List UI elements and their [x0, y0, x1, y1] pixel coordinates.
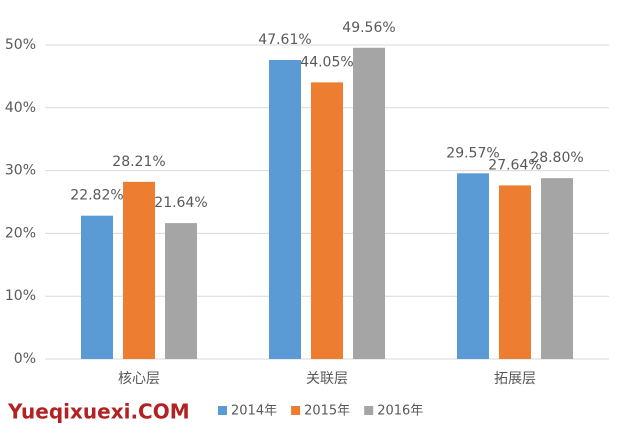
legend-label: 2015年 — [304, 404, 350, 419]
data-label: 21.64% — [154, 195, 207, 211]
bar — [81, 215, 113, 359]
y-tick-label: 40% — [5, 100, 36, 116]
data-label: 28.80% — [530, 150, 583, 166]
legend-swatch — [291, 406, 301, 415]
x-tick-label: 核心层 — [118, 371, 160, 387]
y-tick-label: 0% — [14, 351, 36, 367]
data-label: 28.21% — [112, 154, 165, 170]
data-label: 22.82% — [70, 188, 123, 204]
data-label: 47.61% — [258, 32, 311, 48]
data-label: 27.64% — [488, 157, 541, 173]
bar — [499, 185, 531, 359]
data-label: 29.57% — [446, 145, 499, 161]
data-label: 49.56% — [342, 20, 395, 36]
y-tick-label: 50% — [5, 37, 36, 53]
bar — [541, 178, 573, 359]
legend-swatch — [218, 406, 227, 415]
bar — [457, 173, 489, 359]
y-tick-label: 10% — [5, 288, 36, 304]
legend-label: 2016年 — [377, 404, 423, 419]
legend-swatch — [364, 406, 374, 415]
x-tick-label: 关联层 — [306, 371, 348, 387]
watermark: Yueqixuexi.COM — [7, 400, 190, 424]
bar — [165, 223, 197, 359]
data-label: 44.05% — [300, 54, 353, 70]
y-tick-label: 20% — [5, 225, 36, 241]
y-tick-label: 30% — [5, 163, 36, 179]
bar — [353, 47, 385, 360]
bar — [123, 181, 155, 359]
bar — [311, 82, 343, 359]
legend-label: 2014年 — [231, 404, 277, 419]
x-tick-label: 拓展层 — [494, 371, 536, 387]
bar — [269, 60, 301, 359]
